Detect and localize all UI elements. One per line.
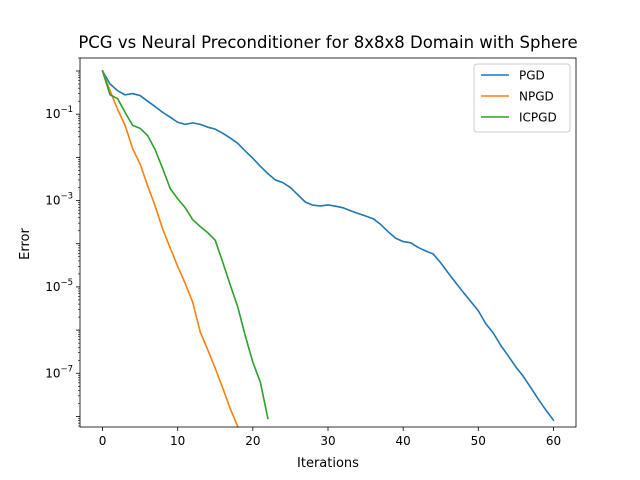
chart-title: PCG vs Neural Preconditioner for 8x8x8 D…: [78, 33, 577, 52]
series-line-pgd: [101, 69, 555, 422]
x-axis-label: Iterations: [297, 456, 359, 471]
x-tick-label: 40: [396, 434, 411, 448]
x-tick-label: 50: [471, 434, 486, 448]
plot-series: [101, 69, 555, 428]
series-line-icpgd: [101, 69, 269, 420]
y-axis: 10−7 10−5 10−3 10−1: [45, 57, 80, 427]
y-tick-label: 10−5: [45, 278, 73, 294]
y-axis-label: Error: [18, 228, 33, 260]
x-tick-label: 60: [546, 434, 561, 448]
y-tick-label: 10−3: [45, 192, 73, 208]
plot-frame: [79, 57, 577, 428]
x-tick-label: 30: [320, 434, 335, 448]
x-tick-label: 10: [170, 434, 185, 448]
legend-label-pgd: PGD: [519, 69, 545, 83]
legend: PGD NPGD ICPGD: [473, 63, 571, 133]
y-tick-label: 10−1: [45, 105, 73, 121]
x-tick-label: 0: [99, 434, 107, 448]
y-tick-label: 10−7: [45, 364, 73, 380]
legend-box: [473, 63, 571, 133]
legend-label-icpgd: ICPGD: [519, 111, 557, 125]
x-axis: 0 10 20 30 40 50 60: [99, 427, 561, 448]
x-tick-label: 20: [245, 434, 260, 448]
legend-label-npgd: NPGD: [519, 90, 554, 104]
series-line-npgd: [101, 69, 239, 428]
